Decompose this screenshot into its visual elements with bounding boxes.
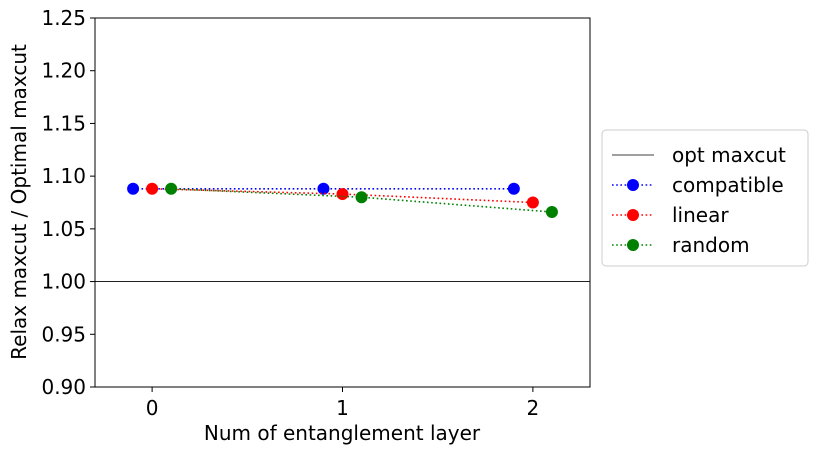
y-tick-label: 1.15: [41, 111, 86, 135]
data-point-compatible: [127, 182, 140, 195]
legend: opt maxcut compatible linear random: [601, 129, 809, 267]
y-tick-label: 0.95: [41, 322, 86, 346]
x-axis-label: Num of entanglement layer: [204, 421, 481, 445]
data-point-linear: [526, 196, 539, 209]
plot-frame: [94, 17, 591, 388]
data-point-compatible: [507, 182, 520, 195]
legend-marker: [627, 209, 639, 221]
legend-item-linear: linear: [612, 203, 729, 227]
data-point-linear: [146, 182, 159, 195]
x-tick-label: 2: [527, 396, 540, 420]
x-axis: 0 1 2: [146, 387, 540, 420]
legend-marker: [627, 239, 639, 251]
y-tick-label: 1.05: [41, 217, 86, 241]
chart-marks: [95, 182, 590, 282]
legend-label: random: [672, 233, 750, 257]
y-tick-label: 1.25: [41, 6, 86, 30]
legend-label: linear: [672, 203, 729, 227]
data-point-random: [355, 191, 368, 204]
y-tick-label: 0.90: [41, 375, 86, 399]
data-point-compatible: [317, 182, 330, 195]
data-point-random: [545, 205, 558, 218]
legend-item-random: random: [612, 233, 750, 257]
legend-box: [601, 129, 809, 267]
y-axis: 0.90 0.95 1.00 1.05 1.10 1.15 1.20 1.25: [41, 6, 95, 399]
y-axis-label: Relax maxcut / Optimal maxcut: [7, 44, 31, 360]
legend-label: compatible: [672, 173, 784, 197]
y-tick-label: 1.10: [41, 164, 86, 188]
legend-item-compatible: compatible: [612, 173, 784, 197]
data-point-random: [165, 182, 178, 195]
x-tick-label: 0: [146, 396, 159, 420]
legend-marker: [627, 179, 639, 191]
data-point-linear: [336, 188, 349, 201]
x-tick-label: 1: [336, 396, 349, 420]
legend-label: opt maxcut: [672, 143, 786, 167]
legend-item-opt-maxcut: opt maxcut: [612, 143, 786, 167]
y-tick-label: 1.00: [41, 270, 86, 294]
y-tick-label: 1.20: [41, 59, 86, 83]
plot-area: [94, 17, 591, 388]
